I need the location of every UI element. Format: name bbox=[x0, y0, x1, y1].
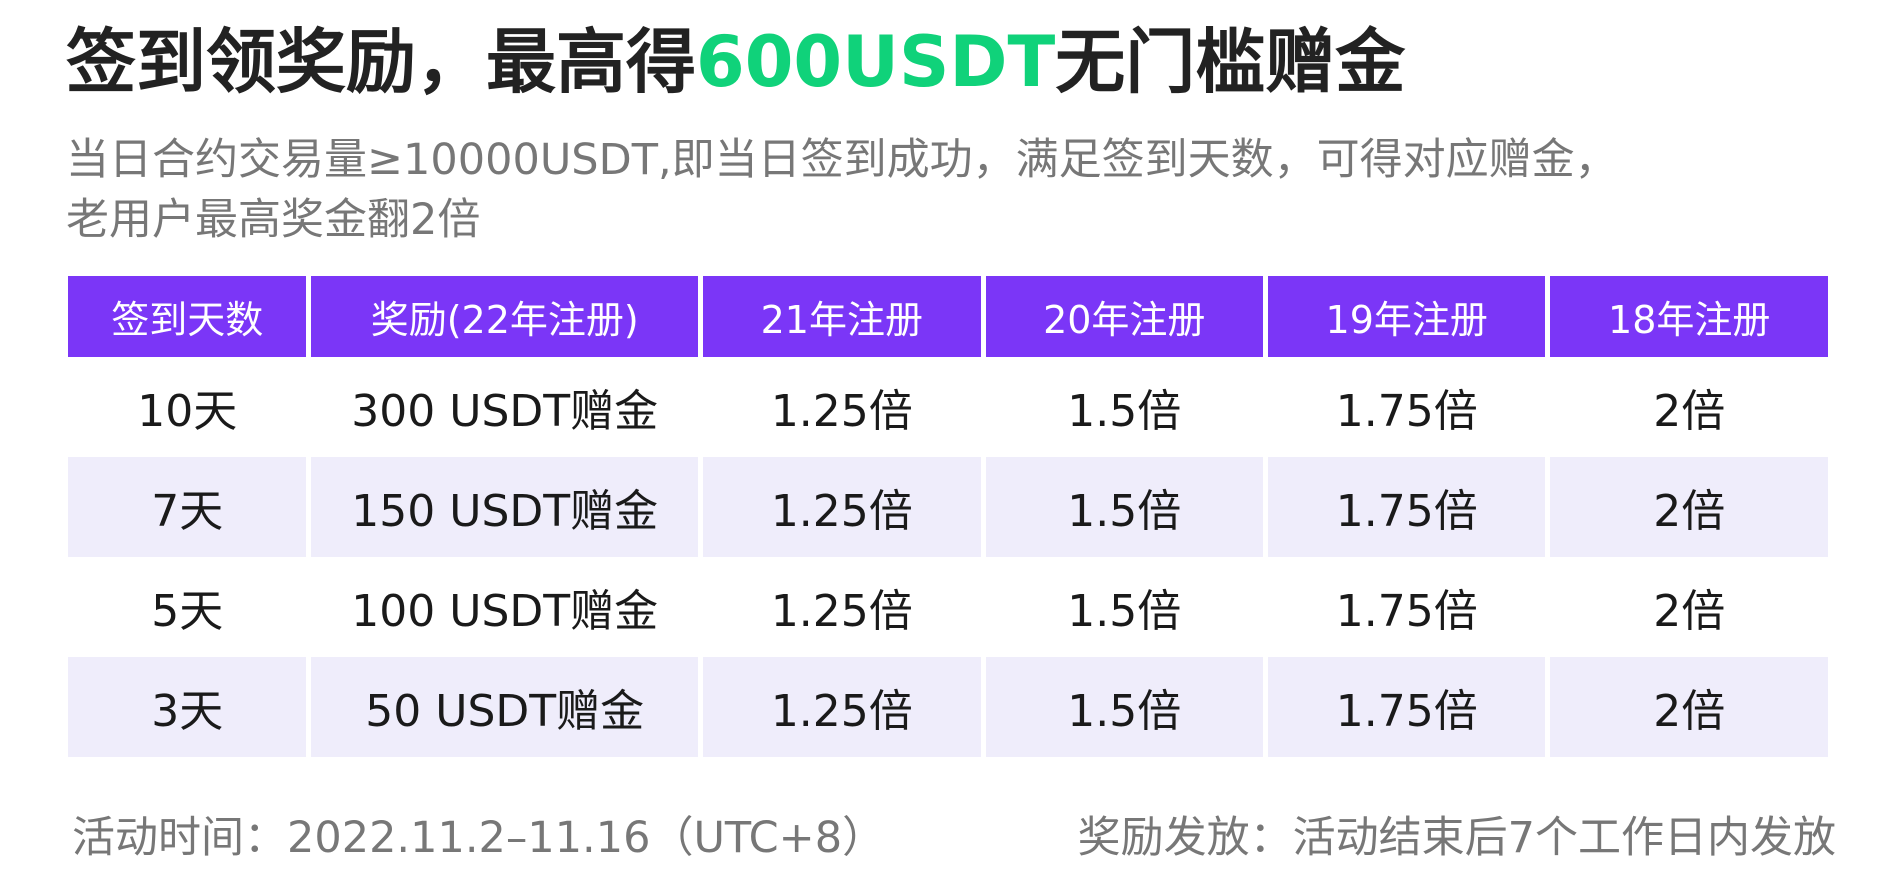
cell-multiplier-2021: 1.25倍 bbox=[703, 657, 981, 757]
cell-reward: 100 USDT赠金 bbox=[351, 586, 659, 637]
header-registered-2021: 21年注册 bbox=[703, 276, 981, 357]
cell-multiplier-2021: 1.25倍 bbox=[770, 386, 913, 437]
reward-distribution: 奖励发放：活动结束后7个工作日内发放 bbox=[1077, 813, 1836, 863]
cell-multiplier-2021: 1.25倍 bbox=[770, 586, 913, 637]
cell-multiplier-2020: 1.5倍 bbox=[985, 657, 1263, 757]
header-sign-in-days: 签到天数 bbox=[68, 276, 307, 357]
cell-multiplier-2019: 1.75倍 bbox=[1335, 586, 1478, 637]
table-header-row: 签到天数 奖励(22年注册) 21年注册 20年注册 19年注册 18年注册 bbox=[68, 276, 1828, 357]
cell-multiplier-2021: 1.25倍 bbox=[703, 457, 981, 557]
description: 当日合约交易量≥10000USDT,即当日签到成功，满足签到天数，可得对应赠金，… bbox=[66, 130, 1826, 250]
table-row: 5天 100 USDT赠金 1.25倍 1.5倍 1.75倍 2倍 bbox=[68, 557, 1828, 657]
cell-multiplier-2018: 2倍 bbox=[1550, 657, 1828, 757]
title-suffix: 无门槛赠金 bbox=[1055, 21, 1406, 103]
cell-multiplier-2019: 1.75倍 bbox=[1268, 657, 1546, 757]
header-registered-2018: 18年注册 bbox=[1550, 276, 1828, 357]
description-line-1: 当日合约交易量≥10000USDT,即当日签到成功，满足签到天数，可得对应赠金， bbox=[66, 135, 1618, 185]
cell-days: 10天 bbox=[137, 386, 238, 437]
cell-multiplier-2018: 2倍 bbox=[1653, 586, 1726, 637]
header-registered-2019: 19年注册 bbox=[1268, 276, 1546, 357]
cell-days: 7天 bbox=[68, 457, 307, 557]
cell-multiplier-2018: 2倍 bbox=[1550, 457, 1828, 557]
table-row: 7天 150 USDT赠金 1.25倍 1.5倍 1.75倍 2倍 bbox=[68, 457, 1828, 557]
page-title: 签到领奖励，最高得600USDT无门槛赠金 bbox=[66, 16, 1405, 108]
cell-multiplier-2020: 1.5倍 bbox=[1067, 386, 1182, 437]
table-row: 3天 50 USDT赠金 1.25倍 1.5倍 1.75倍 2倍 bbox=[68, 657, 1828, 757]
cell-reward: 300 USDT赠金 bbox=[351, 386, 659, 437]
title-highlight: 600USDT bbox=[696, 21, 1056, 103]
cell-days: 3天 bbox=[68, 657, 307, 757]
description-line-2: 老用户最高奖金翻2倍 bbox=[66, 195, 481, 245]
reward-table: 签到天数 奖励(22年注册) 21年注册 20年注册 19年注册 18年注册 1… bbox=[63, 276, 1833, 757]
cell-multiplier-2020: 1.5倍 bbox=[985, 457, 1263, 557]
table-row: 10天 300 USDT赠金 1.25倍 1.5倍 1.75倍 2倍 bbox=[68, 357, 1828, 457]
table-body: 10天 300 USDT赠金 1.25倍 1.5倍 1.75倍 2倍 7天 15… bbox=[68, 357, 1828, 757]
header-reward-2022: 奖励(22年注册) bbox=[311, 276, 699, 357]
table-header: 签到天数 奖励(22年注册) 21年注册 20年注册 19年注册 18年注册 bbox=[68, 276, 1828, 357]
cell-reward: 150 USDT赠金 bbox=[311, 457, 699, 557]
cell-multiplier-2019: 1.75倍 bbox=[1335, 386, 1478, 437]
cell-reward: 50 USDT赠金 bbox=[311, 657, 699, 757]
activity-time: 活动时间：2022.11.2–11.16（UTC+8） bbox=[72, 813, 886, 863]
cell-days: 5天 bbox=[151, 586, 224, 637]
title-prefix: 签到领奖励，最高得 bbox=[66, 21, 696, 103]
cell-multiplier-2020: 1.5倍 bbox=[1067, 586, 1182, 637]
cell-multiplier-2019: 1.75倍 bbox=[1268, 457, 1546, 557]
header-registered-2020: 20年注册 bbox=[985, 276, 1263, 357]
cell-multiplier-2018: 2倍 bbox=[1653, 386, 1726, 437]
